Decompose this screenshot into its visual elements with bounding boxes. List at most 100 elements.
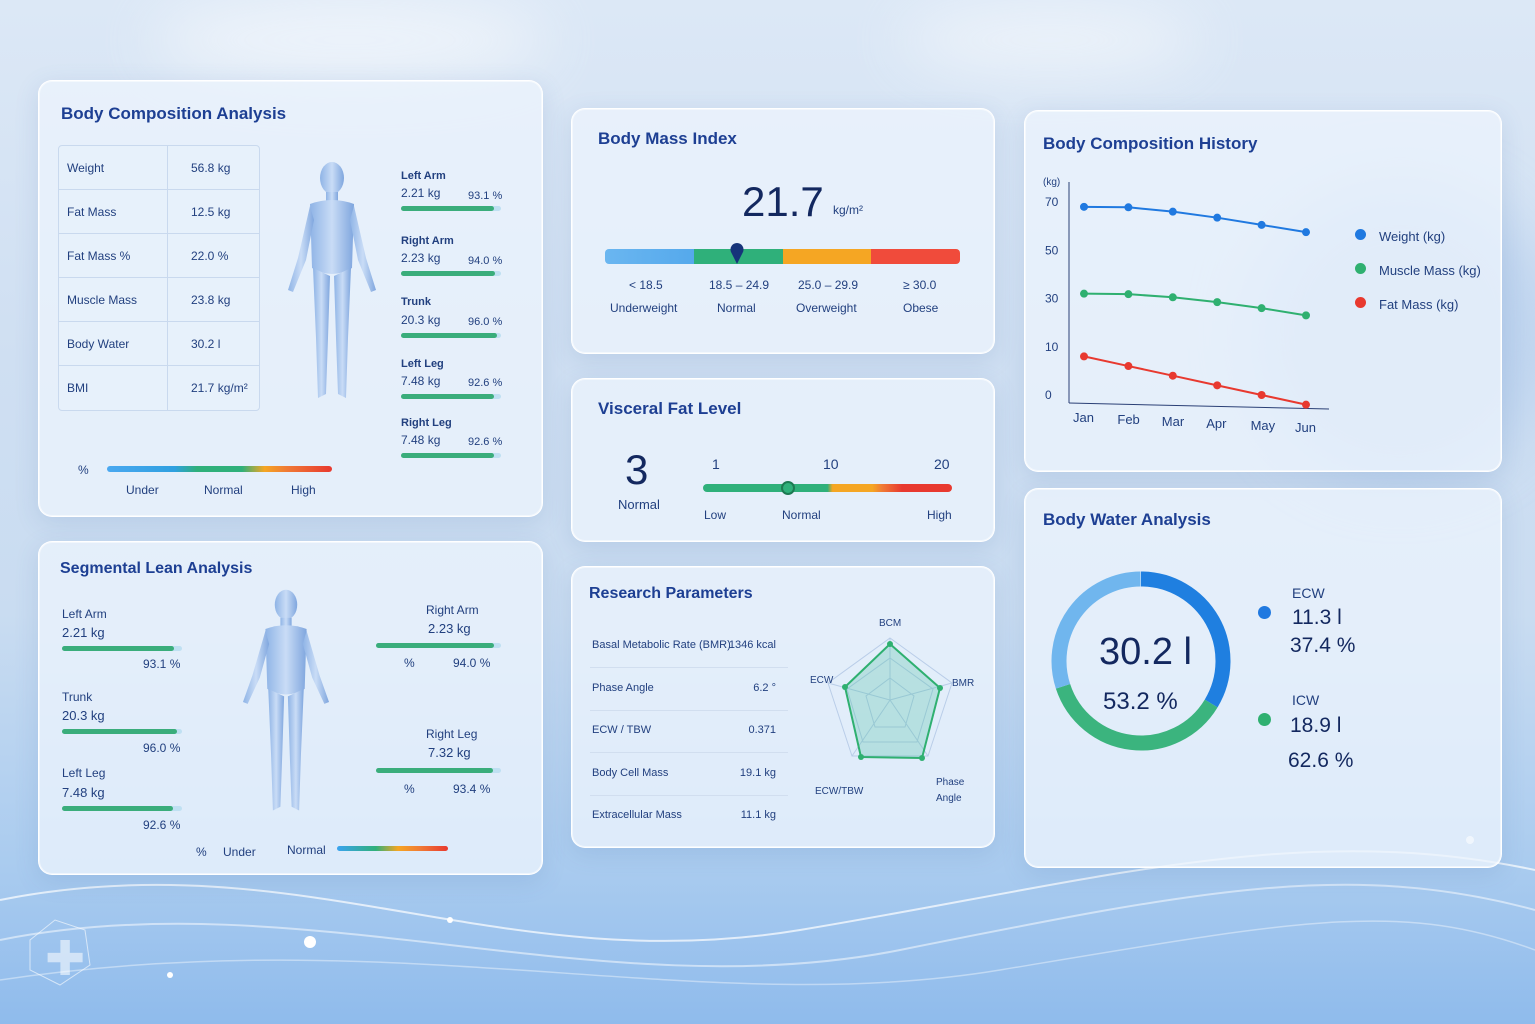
segment-name: Right Arm [401, 235, 454, 247]
bmi-range: ≥ 30.0 [903, 278, 937, 292]
medical-cross-icon: ✚ [45, 933, 85, 986]
segment-kg: 7.48 kg [401, 433, 441, 447]
visceral-label-high: High [927, 508, 952, 522]
series-line [1083, 292, 1307, 317]
scale-unit: % [78, 463, 89, 477]
segment-pct: 92.6 % [468, 436, 503, 448]
visceral-fat-panel [571, 378, 995, 542]
body-figure-icon [288, 162, 376, 398]
bmi-value: 21.7 [742, 178, 824, 225]
history-line-chart: (kg) 70 50 30 10 0 Jan Feb Mar Apr May Jun [1043, 177, 1330, 435]
bmi-title: Body Mass Index [598, 129, 737, 148]
bmi-range-bar [605, 249, 960, 264]
segment-unit: % [404, 656, 415, 670]
visceral-fat-title: Visceral Fat Level [598, 399, 742, 418]
radar-axis-label: ECW [810, 675, 834, 686]
table-row: Body Water 30.2 l [59, 322, 259, 366]
icw-label: ICW [1292, 692, 1320, 708]
segment-bar [401, 333, 501, 338]
segment-bar [62, 646, 182, 651]
segment-name: Left Arm [401, 170, 446, 182]
visceral-tick: 10 [823, 456, 839, 472]
legend-unit: % [196, 845, 207, 859]
ecw-pct: 37.4 % [1290, 634, 1356, 657]
x-tick-label: May [1251, 418, 1276, 433]
segment-kg: 7.32 kg [428, 745, 471, 760]
icw-pct: 62.6 % [1288, 749, 1354, 772]
legend-dot-muscle [1355, 263, 1366, 274]
segment-bar [401, 206, 501, 211]
ecw-label: ECW [1292, 585, 1325, 601]
segment-bar-fill [401, 333, 497, 338]
y-tick-label: 0 [1045, 388, 1052, 402]
y-axis-label: (kg) [1043, 177, 1060, 188]
radar-axis-label-line1: Phase [936, 777, 965, 788]
segment-name: Trunk [401, 296, 431, 308]
data-point [1257, 391, 1266, 399]
data-point [1302, 311, 1310, 320]
bmi-range: < 18.5 [629, 278, 663, 292]
radar-axis-label: ECW/TBW [815, 786, 864, 797]
segment-bar-fill [62, 646, 174, 651]
bmi-range-label: Obese [903, 301, 939, 315]
segment-name: Right Leg [401, 417, 452, 429]
data-point [1124, 362, 1133, 371]
segment-pct: 92.6 % [468, 377, 503, 389]
ecw-value: 11.3 l [1292, 606, 1342, 629]
legend-label: Muscle Mass (kg) [1379, 263, 1481, 278]
segment-name: Left Leg [62, 766, 106, 780]
segment-pct: 93.1 % [143, 657, 181, 671]
segment-bar-fill [401, 206, 494, 211]
segment-kg: 20.3 kg [401, 313, 441, 327]
data-point [1213, 381, 1222, 390]
segment-pct: 94.0 % [468, 255, 503, 267]
radar-axis-label-line2: Angle [936, 793, 962, 804]
y-tick-label: 50 [1045, 243, 1059, 257]
body-water-panel [1024, 488, 1502, 868]
visceral-label-normal: Normal [782, 508, 821, 522]
donut-segment-icw [1055, 683, 1218, 751]
body-figure-icon [242, 589, 330, 811]
segment-kg: 2.23 kg [401, 251, 441, 265]
segment-pct: 92.6 % [143, 818, 181, 832]
visceral-marker [781, 481, 795, 495]
legend-dot-ecw [1258, 606, 1271, 619]
segment-pct: 96.0 % [468, 316, 503, 328]
body-composition-title: Body Composition Analysis [61, 104, 287, 123]
table-row: Muscle Mass 23.8 kg [59, 278, 259, 322]
visceral-fat-status: Normal [618, 497, 660, 512]
segment-bar-fill [376, 768, 493, 773]
data-point [1124, 290, 1133, 299]
body-water-title: Body Water Analysis [1043, 510, 1211, 529]
water-total-pct: 53.2 % [1103, 688, 1178, 715]
data-point [1124, 203, 1133, 212]
data-point [1080, 202, 1088, 211]
visceral-tick: 1 [712, 456, 720, 472]
segment-kg: 7.48 kg [401, 374, 441, 388]
segment-bar [376, 643, 501, 648]
body-composition-table: Weight 56.8 kg Fat Mass 12.5 kg Fat Mass %… [58, 145, 260, 411]
table-row: Phase Angle 6.2 ° [590, 668, 788, 711]
segment-name: Trunk [62, 690, 93, 704]
bmi-range-label: Underweight [610, 301, 678, 315]
body-water-donut-chart [1051, 571, 1231, 751]
segment-kg: 2.21 kg [401, 186, 441, 200]
table-row: Extracellular Mass 11.1 kg [592, 809, 776, 821]
segment-bar-fill [401, 453, 494, 458]
visceral-range-bar [703, 484, 952, 492]
table-row: Fat Mass 12.5 kg [59, 190, 259, 234]
data-point [1168, 293, 1177, 302]
segment-bar-fill [62, 729, 178, 734]
donut-segment-ecw-light [1051, 571, 1141, 689]
data-point [1213, 298, 1222, 307]
segment-bar [401, 271, 501, 276]
table-row: BMI 21.7 kg/m² [67, 381, 248, 395]
segment-bar-fill [376, 643, 494, 648]
segment-unit: % [404, 782, 415, 796]
segment-name: Left Arm [62, 607, 107, 621]
segment-pct: 96.0 % [143, 741, 181, 755]
segment-name: Right Arm [426, 603, 479, 617]
range-scale-bar [107, 466, 332, 472]
donut-segment-ecw [1140, 571, 1231, 708]
segment-kg: 2.23 kg [428, 621, 471, 636]
